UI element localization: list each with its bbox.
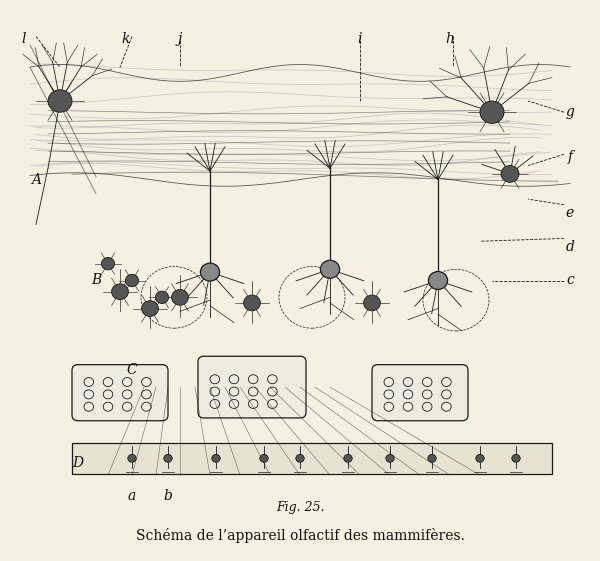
Text: a: a [128, 490, 136, 503]
Circle shape [364, 295, 380, 311]
Circle shape [501, 165, 519, 182]
FancyBboxPatch shape [372, 365, 468, 421]
Circle shape [142, 301, 158, 316]
Circle shape [128, 454, 136, 462]
Bar [72, 443, 552, 474]
Circle shape [244, 295, 260, 311]
Circle shape [476, 454, 484, 462]
Text: B: B [91, 274, 101, 287]
Circle shape [112, 284, 128, 300]
Text: A: A [31, 173, 41, 186]
Circle shape [386, 454, 394, 462]
Circle shape [480, 101, 504, 123]
Text: k: k [122, 33, 130, 46]
Text: D: D [73, 456, 83, 470]
Text: f: f [568, 150, 572, 164]
Circle shape [172, 289, 188, 305]
Text: i: i [358, 33, 362, 46]
Text: b: b [164, 490, 172, 503]
Circle shape [428, 272, 448, 289]
Text: d: d [566, 240, 574, 254]
Circle shape [296, 454, 304, 462]
Text: e: e [566, 206, 574, 220]
Circle shape [212, 454, 220, 462]
Circle shape [512, 454, 520, 462]
FancyBboxPatch shape [72, 365, 168, 421]
Text: j: j [178, 33, 182, 46]
Text: Schéma de l’appareil olfactif des mammifères.: Schéma de l’appareil olfactif des mammif… [136, 528, 464, 543]
Text: Fig. 25.: Fig. 25. [275, 501, 325, 514]
Text: g: g [566, 105, 574, 119]
Circle shape [200, 263, 220, 281]
Circle shape [428, 454, 436, 462]
FancyBboxPatch shape [198, 356, 306, 418]
Circle shape [164, 454, 172, 462]
Text: l: l [22, 33, 26, 46]
Text: h: h [446, 33, 454, 46]
Circle shape [48, 90, 72, 112]
Circle shape [155, 291, 169, 304]
Circle shape [101, 257, 115, 270]
Circle shape [260, 454, 268, 462]
Circle shape [320, 260, 340, 278]
Circle shape [125, 274, 139, 287]
Text: C: C [127, 364, 137, 377]
Text: c: c [566, 274, 574, 287]
Circle shape [344, 454, 352, 462]
